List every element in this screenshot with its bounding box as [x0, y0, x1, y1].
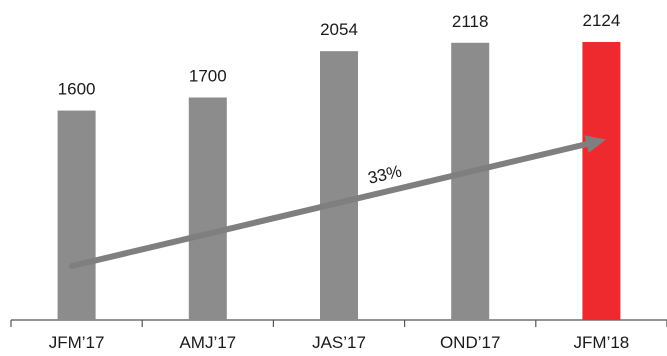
bar-2 — [188, 97, 227, 320]
value-label-4: 2118 — [452, 12, 489, 31]
x-tick-label-4: OND’17 — [440, 333, 500, 352]
x-axis-ticks — [10, 320, 667, 327]
x-tick-label-1: JFM’17 — [49, 333, 105, 352]
x-tick-label-3: JAS’17 — [312, 333, 366, 352]
value-label-1: 1600 — [58, 80, 96, 99]
bar-3 — [320, 51, 358, 320]
value-label-2: 1700 — [189, 66, 227, 85]
bar-5 — [582, 42, 621, 320]
trend-arrow-line — [69, 141, 590, 269]
value-label-3: 2054 — [320, 20, 358, 39]
bar-series — [57, 42, 621, 320]
x-tick-label-2: AMJ’17 — [179, 333, 236, 352]
bar-1 — [57, 110, 96, 320]
trend-arrow-head — [584, 135, 606, 153]
trend-percentage-label: 33% — [366, 161, 403, 187]
trend-annotation: 33% — [69, 135, 606, 269]
value-label-5: 2124 — [582, 11, 620, 30]
x-tick-label-5: JFM’18 — [574, 333, 630, 352]
x-tick-labels: JFM’17 AMJ’17 JAS’17 OND’17 JFM’18 — [49, 333, 630, 352]
value-labels: 1600 1700 2054 2118 2124 — [58, 11, 621, 99]
bar-4 — [451, 42, 490, 320]
